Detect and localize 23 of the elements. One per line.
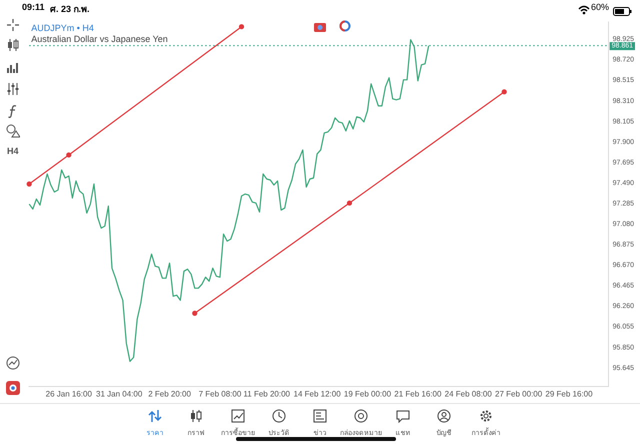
x-tick-label: 11 Feb 20:00 — [243, 389, 291, 398]
point — [502, 89, 507, 94]
text: 09:11 — [22, 2, 45, 12]
point — [346, 200, 352, 206]
x-tick-label: 29 Feb 16:00 — [545, 389, 594, 398]
point — [192, 310, 198, 316]
x-tick-label: 24 Feb 08:00 — [444, 389, 492, 398]
x-tick-label: 27 Feb 00:00 — [495, 389, 543, 398]
text: Australian Dollar vs Japanese Yen — [31, 34, 168, 44]
x-tick-label: 7 Feb 08:00 — [198, 389, 242, 398]
x-tick-label: 31 Jan 04:00 — [96, 389, 143, 398]
text: H4 — [7, 146, 19, 156]
point — [26, 181, 32, 187]
x-tick-label: 26 Jan 16:00 — [46, 389, 92, 398]
chart-title: AUDJPYm • H4 — [31, 23, 94, 34]
x-tick-label: 19 Feb 00:00 — [344, 389, 392, 398]
text: 60% — [591, 2, 610, 12]
x-tick-label: 2 Feb 20:00 — [148, 389, 192, 398]
text: ศ. 23 ก.พ. — [50, 3, 90, 16]
point — [238, 24, 244, 30]
x-tick-label: 21 Feb 16:00 — [394, 389, 442, 398]
x-tick-label: 14 Feb 12:00 — [294, 389, 342, 398]
point — [66, 152, 72, 158]
